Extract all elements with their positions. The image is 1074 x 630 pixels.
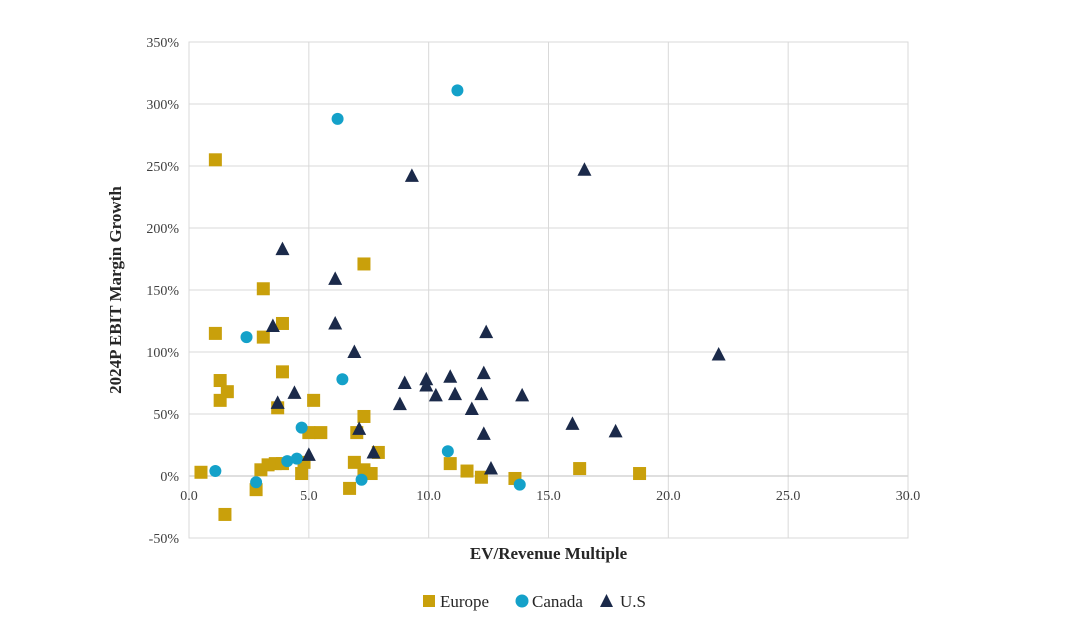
data-point-u-s: [428, 387, 443, 402]
data-point-canada: [331, 112, 344, 125]
data-point-canada: [290, 452, 303, 465]
x-tick-label: 20.0: [656, 489, 681, 504]
data-point-europe: [460, 464, 474, 478]
y-tick-label: 50%: [153, 408, 179, 423]
data-point-europe: [256, 282, 270, 296]
data-point-u-s: [476, 426, 491, 440]
data-point-europe: [218, 507, 232, 521]
data-point-u-s: [479, 324, 494, 339]
data-point-u-s: [352, 421, 367, 435]
data-point-europe: [633, 467, 647, 481]
data-point-canada: [441, 445, 454, 458]
plot-area-frame: [188, 41, 909, 539]
legend-canada-label: Canada: [532, 592, 583, 611]
data-point-europe: [364, 467, 378, 481]
data-point-u-s: [397, 375, 412, 389]
data-point-canada: [451, 84, 464, 97]
data-point-u-s: [464, 401, 479, 416]
y-tick-label: 0%: [160, 470, 179, 485]
data-point-u-s: [270, 395, 285, 409]
data-point-europe: [208, 326, 222, 340]
y-tick-label: 200%: [146, 222, 179, 237]
data-point-u-s: [275, 241, 290, 256]
data-point-canada: [281, 455, 294, 468]
data-point-europe: [295, 467, 309, 481]
legend-us-label: U.S: [620, 592, 646, 611]
data-point-canada: [513, 478, 526, 491]
data-point-u-s: [577, 162, 592, 176]
x-tick-label: 5.0: [300, 489, 318, 504]
data-point-u-s: [404, 168, 419, 182]
legend-canada-marker-icon: [515, 594, 529, 608]
data-point-europe: [357, 257, 371, 271]
data-point-europe: [194, 465, 208, 479]
data-point-canada: [209, 465, 222, 478]
data-point-europe: [314, 426, 328, 440]
data-point-europe: [208, 153, 222, 167]
legend-europe-label: Europe: [440, 592, 489, 611]
data-point-u-s: [711, 346, 726, 361]
data-point-europe: [343, 481, 357, 495]
data-point-u-s: [265, 318, 280, 332]
data-point-europe: [213, 374, 227, 388]
y-tick-label: 300%: [146, 98, 179, 113]
data-point-u-s: [392, 396, 407, 411]
data-point-u-s: [328, 271, 343, 285]
tick-labels: -50% 0% 50% 100% 150% 200% 250% 300% 350% 0.0 5.0 1…: [146, 36, 920, 547]
data-point-u-s: [515, 387, 530, 402]
legend: Europe Canada U.S: [423, 592, 646, 611]
x-tick-label: 30.0: [896, 489, 921, 504]
data-point-u-s: [347, 344, 362, 358]
data-point-u-s: [328, 315, 343, 330]
data-point-u-s: [443, 369, 458, 383]
y-tick-label: 100%: [146, 346, 179, 361]
y-tick-label: 350%: [146, 36, 179, 51]
data-point-europe: [357, 409, 371, 423]
y-tick-label: 250%: [146, 160, 179, 175]
data-point-europe: [443, 457, 457, 471]
data-point-europe: [307, 393, 321, 407]
data-point-u-s: [474, 386, 489, 401]
data-point-europe: [275, 316, 289, 330]
x-tick-label: 25.0: [776, 489, 801, 504]
data-point-u-s: [565, 416, 580, 430]
y-tick-label: 150%: [146, 284, 179, 299]
data-point-canada: [355, 473, 368, 486]
data-point-u-s: [419, 377, 434, 392]
data-point-europe: [220, 385, 234, 399]
x-tick-label: 15.0: [536, 489, 561, 504]
data-point-u-s: [366, 444, 381, 459]
data-point-u-s: [448, 386, 463, 401]
y-axis-title: 2024P EBIT Margin Growth: [106, 186, 125, 394]
data-point-canada: [240, 331, 253, 344]
data-point-u-s: [287, 385, 302, 399]
legend-us-marker-icon: [600, 594, 613, 607]
data-point-u-s: [301, 447, 316, 461]
data-point-canada: [250, 476, 263, 489]
data-point-u-s: [483, 461, 498, 475]
x-axis-title: EV/Revenue Multiple: [470, 544, 628, 563]
grid-lines: [188, 41, 909, 539]
data-point-europe: [275, 365, 289, 379]
x-tick-label: 0.0: [180, 489, 198, 504]
x-tick-label: 10.0: [416, 489, 441, 504]
data-point-canada: [336, 373, 349, 386]
data-point-u-s: [608, 423, 623, 438]
data-point-u-s: [476, 365, 491, 380]
legend-europe-marker-icon: [423, 595, 435, 607]
y-tick-label: -50%: [149, 532, 180, 547]
data-point-europe: [256, 330, 270, 344]
data-point-canada: [295, 421, 308, 434]
data-points: [194, 84, 726, 521]
data-point-europe: [573, 462, 587, 476]
